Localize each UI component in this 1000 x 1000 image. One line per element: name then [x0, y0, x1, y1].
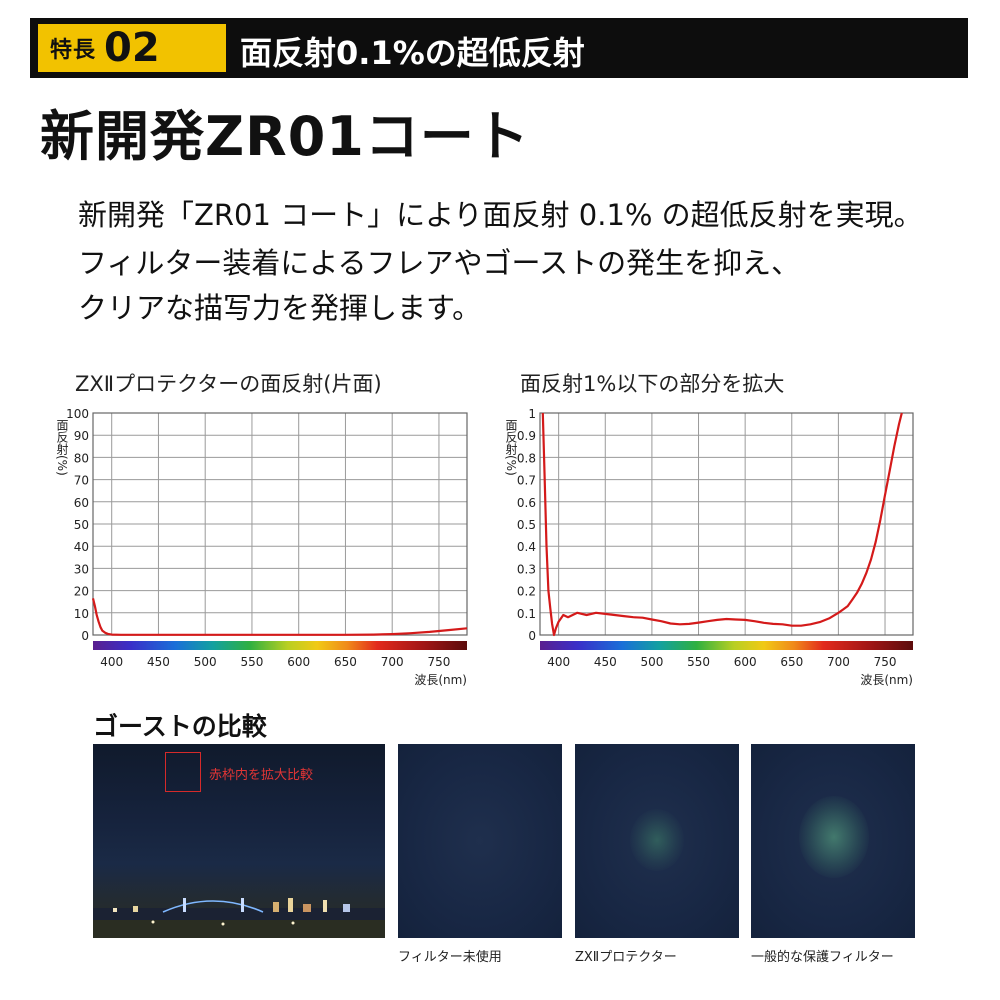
feature-header-bar: 特長 02 面反射0.1%の超低反射	[30, 18, 968, 78]
x-tick-label: 400	[547, 655, 570, 669]
ghost-sample-zx2	[575, 744, 739, 938]
y-tick-label: 0.6	[517, 496, 536, 510]
y-tick-label: 0	[528, 629, 536, 643]
y-tick-label: 80	[74, 451, 89, 465]
y-tick-label: 0.8	[517, 451, 536, 465]
ghost-flare	[799, 796, 869, 878]
x-tick-label: 650	[780, 655, 803, 669]
x-tick-label: 700	[381, 655, 404, 669]
zoom-area-label: 赤枠内を拡大比較	[209, 768, 314, 783]
chart-2: 0 0.1 0.2 0.3 0.4 0.5 0.6 0.7 0.8 0.9 1 400 450 500 55…	[504, 407, 914, 687]
chart-2-title: 面反射1%以下の部分を拡大	[520, 372, 785, 396]
y-tick-label: 0.9	[517, 429, 536, 443]
headline: 新開発ZR01コート	[40, 105, 530, 168]
series-line	[91, 598, 468, 636]
chart-1-title: ZXⅡプロテクターの面反射(片面)	[75, 372, 382, 396]
zoom-area-frame	[165, 752, 201, 792]
y-tick-label: 50	[74, 518, 89, 532]
lead-line-2: フィルター装着によるフレアやゴーストの発生を抑え、	[78, 246, 801, 280]
y-tick-label: 90	[74, 429, 89, 443]
feature-tag-label: 特長	[50, 38, 97, 63]
x-tick-label: 550	[240, 655, 263, 669]
y-tick-label: 100	[66, 407, 89, 421]
y-tick-label: 0.3	[517, 562, 536, 576]
x-tick-label: 400	[100, 655, 123, 669]
x-tick-label: 500	[194, 655, 217, 669]
x-tick-label: 700	[827, 655, 850, 669]
y-tick-label: 0.1	[517, 607, 536, 621]
x-tick-label: 550	[687, 655, 710, 669]
x-tick-label: 600	[287, 655, 310, 669]
x-axis-label: 波長(nm)	[414, 673, 467, 687]
lead-line-3: クリアな描写力を発揮します。	[78, 291, 482, 325]
feature-tag: 特長 02	[38, 24, 226, 72]
chart-1: 0 10 20 30 40 50 60 70 80 90 100 400 450 500 550 600 650…	[55, 407, 468, 687]
y-tick-label: 0.7	[517, 474, 536, 488]
plot-frame	[539, 412, 914, 636]
y-axis-label: 面反射(%)	[504, 419, 518, 476]
caption-no-filter: フィルター未使用	[398, 950, 502, 965]
x-axis-label: 波長(nm)	[860, 673, 913, 687]
spectrum-bar	[540, 641, 913, 650]
section-title: ゴーストの比較	[93, 712, 267, 741]
x-tick-label: 750	[874, 655, 897, 669]
feature-tag-number: 02	[104, 25, 160, 71]
y-tick-label: 0.4	[517, 540, 536, 554]
x-tick-label: 600	[734, 655, 757, 669]
y-tick-label: 40	[74, 540, 89, 554]
ghost-sample-no-filter	[398, 744, 562, 938]
x-tick-label: 450	[147, 655, 170, 669]
y-axis-label: 面反射(%)	[55, 419, 69, 476]
y-tick-label: 0	[81, 629, 89, 643]
x-tick-label: 750	[427, 655, 450, 669]
y-tick-label: 10	[74, 607, 89, 621]
feature-title: 面反射0.1%の超低反射	[240, 34, 585, 72]
y-tick-label: 20	[74, 585, 89, 599]
y-tick-label: 60	[74, 496, 89, 510]
caption-zx2: ZXⅡプロテクター	[575, 950, 677, 965]
ghost-sample-generic	[751, 744, 915, 938]
series-line	[541, 412, 903, 637]
x-tick-label: 500	[640, 655, 663, 669]
caption-generic: 一般的な保護フィルター	[751, 950, 894, 965]
y-tick-label: 0.2	[517, 585, 536, 599]
x-tick-label: 450	[594, 655, 617, 669]
night-city-photo: 赤枠内を拡大比較	[93, 744, 385, 938]
x-tick-label: 650	[334, 655, 357, 669]
y-tick-label: 70	[74, 474, 89, 488]
y-tick-label: 0.5	[517, 518, 536, 532]
ghost-flare	[630, 809, 684, 871]
spectrum-bar	[93, 641, 467, 650]
lead-line-1: 新開発「ZR01 コート」により面反射 0.1% の超低反射を実現。	[78, 198, 923, 232]
city-skyline	[93, 898, 385, 938]
y-tick-label: 30	[74, 562, 89, 576]
y-tick-label: 1	[528, 407, 536, 421]
